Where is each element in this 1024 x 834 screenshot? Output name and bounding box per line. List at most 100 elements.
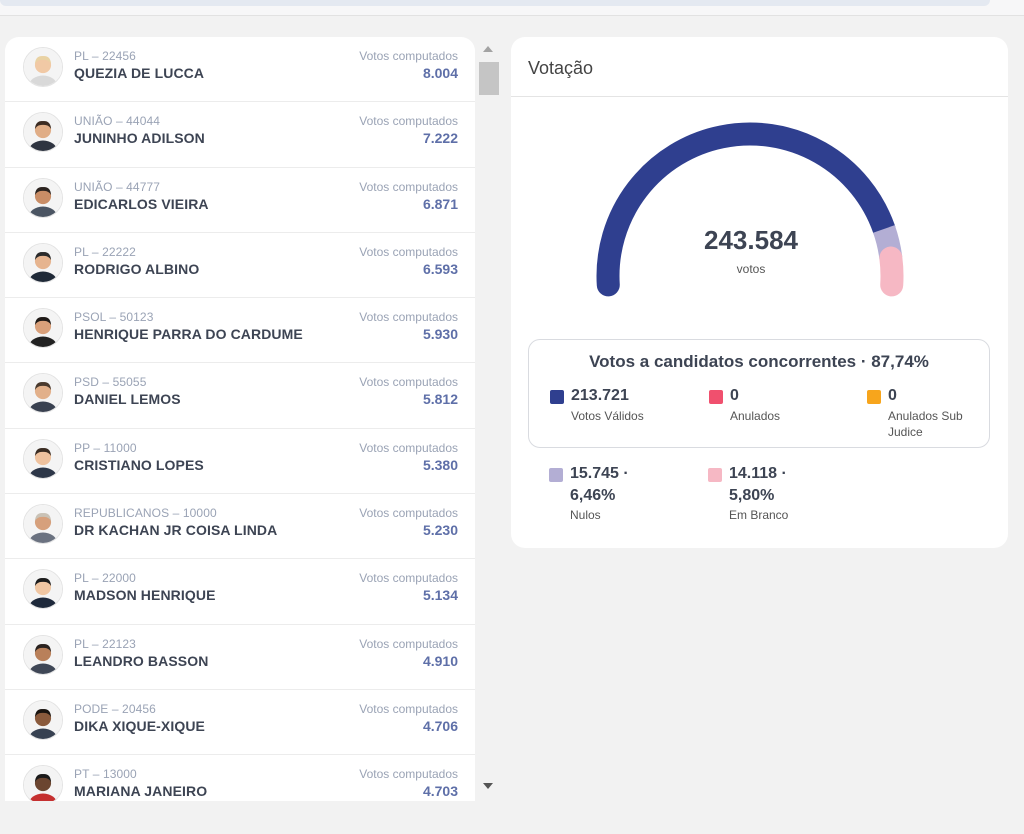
voting-title: Votação — [528, 58, 594, 78]
top-search-bar[interactable] — [0, 0, 990, 6]
gauge-segment-branco — [879, 246, 904, 297]
candidate-party: PP – 11000 — [74, 440, 137, 455]
votes-label: Votos computados — [359, 244, 458, 259]
candidate-votes-summary: Votos a candidatos concorrentes · 87,74%… — [528, 339, 990, 448]
stat-value: 15.745 · — [570, 465, 629, 482]
candidate-party: UNIÃO – 44777 — [74, 179, 161, 194]
stat-label: Em Branco — [729, 508, 789, 522]
gauge-unit: votos — [736, 262, 766, 276]
candidate-row[interactable]: UNIÃO – 44044 JUNINHO ADILSON Votos comput… — [5, 102, 475, 168]
candidate-party: PODE – 20456 — [74, 701, 156, 716]
legend-swatch-nulos — [549, 468, 563, 482]
candidate-row[interactable]: PL – 22123 LEANDRO BASSON Votos computados… — [5, 625, 475, 690]
stat-percent: 5,80% — [729, 487, 775, 504]
legend-swatch-validos — [550, 390, 564, 404]
legend-swatch-anulados-sub — [867, 390, 881, 404]
votes-value: 6.871 — [422, 195, 458, 212]
candidate-avatar — [23, 373, 63, 414]
candidate-name: RODRIGO ALBINO — [74, 260, 200, 277]
candidate-avatar — [23, 438, 63, 479]
legend-swatch-branco — [708, 468, 722, 482]
votes-label: Votos computados — [359, 767, 458, 782]
candidate-row[interactable]: PSOL – 50123 HENRIQUE PARRA DO CARDUME Vot… — [5, 298, 475, 364]
votes-value: 5.812 — [422, 391, 458, 408]
candidate-party: REPUBLICANOS – 10000 — [74, 506, 217, 521]
votes-value: 5.380 — [422, 456, 458, 473]
candidate-name: MARIANA JANEIRO — [74, 783, 208, 800]
candidate-avatar — [23, 242, 63, 283]
stat-value: 213.721 — [571, 387, 629, 404]
candidate-avatar — [23, 308, 63, 349]
candidate-row[interactable]: PP – 11000 CRISTIANO LOPES Votos computado… — [5, 429, 475, 495]
candidate-row[interactable]: PODE – 20456 DIKA XIQUE-XIQUE Votos comput… — [5, 690, 475, 756]
candidate-row[interactable]: PL – 22456 QUEZIA DE LUCCA Votos computado… — [5, 37, 475, 103]
votes-value: 4.703 — [422, 783, 458, 800]
candidate-party: PL – 22222 — [74, 244, 136, 259]
candidate-avatar — [23, 634, 63, 675]
scroll-down-arrow-icon[interactable] — [483, 783, 493, 789]
candidate-name: QUEZIA DE LUCCA — [74, 65, 205, 81]
votes-label: Votos computados — [359, 114, 458, 129]
candidate-row[interactable]: PSD – 55055 DANIEL LEMOS Votos computados 5… — [5, 363, 475, 429]
gauge-segment-validos — [596, 122, 896, 297]
votes-value: 5.134 — [422, 587, 458, 604]
candidate-name: HENRIQUE PARRA DO CARDUME — [74, 326, 303, 343]
stat-value: 14.118 · — [729, 465, 787, 482]
candidate-avatar — [23, 177, 63, 218]
stat-nulos: 15.745 · 6,46% Nulos — [549, 463, 699, 525]
candidate-name: CRISTIANO LOPES — [74, 456, 204, 473]
candidate-party: PL – 22123 — [74, 636, 136, 651]
candidate-party: PL – 22456 — [74, 49, 136, 63]
candidate-row[interactable]: UNIÃO – 44777 EDICARLOS VIEIRA Votos compu… — [5, 168, 475, 233]
candidate-row[interactable]: PL – 22000 MADSON HENRIQUE Votos computado… — [5, 559, 475, 625]
list-scrollbar[interactable] — [477, 40, 501, 800]
votes-label: Votos computados — [359, 506, 458, 521]
stat-label-line2: Judice — [888, 425, 923, 439]
candidate-list: PL – 22456 QUEZIA DE LUCCA Votos computado… — [5, 37, 475, 801]
votes-value: 5.930 — [422, 326, 458, 343]
stat-value: 0 — [730, 387, 739, 404]
stat-label: Anulados Sub — [888, 409, 963, 423]
candidate-party: PT – 13000 — [74, 767, 137, 782]
votes-label: Votos computados — [359, 179, 458, 194]
candidate-avatar — [23, 699, 63, 740]
stat-percent: 6,46% — [570, 487, 616, 504]
stat-em-branco: 14.118 · 5,80% Em Branco — [708, 463, 858, 525]
top-bar — [0, 0, 1024, 16]
candidate-row[interactable]: PL – 22222 RODRIGO ALBINO Votos computados… — [5, 233, 475, 299]
votes-value: 6.593 — [422, 260, 458, 277]
votes-label: Votos computados — [359, 571, 458, 586]
candidate-name: LEANDRO BASSON — [74, 652, 209, 669]
stat-votos-validos: 213.721 Votos Válidos — [550, 385, 700, 425]
legend-swatch-anulados — [709, 390, 723, 404]
scroll-thumb[interactable] — [479, 62, 499, 95]
votes-value: 7.222 — [422, 130, 458, 147]
candidate-name: JUNINHO ADILSON — [74, 130, 205, 147]
votes-label: Votos computados — [359, 375, 458, 390]
votes-label: Votos computados — [359, 440, 458, 455]
summary-title: Votos a candidatos concorrentes · 87,74% — [589, 352, 929, 371]
stat-label: Votos Válidos — [571, 409, 644, 423]
stat-value: 0 — [888, 387, 897, 404]
candidate-avatar — [23, 504, 63, 545]
votes-label: Votos computados — [359, 701, 458, 716]
votes-value: 4.706 — [422, 717, 458, 734]
candidate-avatar — [23, 47, 63, 87]
stat-label: Anulados — [730, 409, 781, 423]
candidate-name: DR KACHAN JR COISA LINDA — [74, 522, 278, 539]
votes-label: Votos computados — [359, 636, 458, 651]
candidate-party: PSOL – 50123 — [74, 310, 154, 325]
votes-value: 4.910 — [422, 652, 458, 669]
voting-divider — [511, 96, 1008, 97]
stat-label: Nulos — [570, 508, 601, 522]
scroll-up-arrow-icon[interactable] — [483, 46, 493, 52]
candidate-party: PSD – 55055 — [74, 375, 147, 390]
gauge-total-votes: 243.584 — [704, 225, 798, 255]
candidate-party: PL – 22000 — [74, 571, 136, 586]
candidate-row[interactable]: REPUBLICANOS – 10000 DR KACHAN JR COISA L… — [5, 494, 475, 560]
votes-value: 8.004 — [422, 65, 458, 81]
candidate-row[interactable]: PT – 13000 MARIANA JANEIRO Votos computado… — [5, 755, 475, 801]
candidate-name: EDICARLOS VIEIRA — [74, 195, 209, 212]
votes-label: Votos computados — [359, 49, 458, 63]
votes-label: Votos computados — [359, 310, 458, 325]
